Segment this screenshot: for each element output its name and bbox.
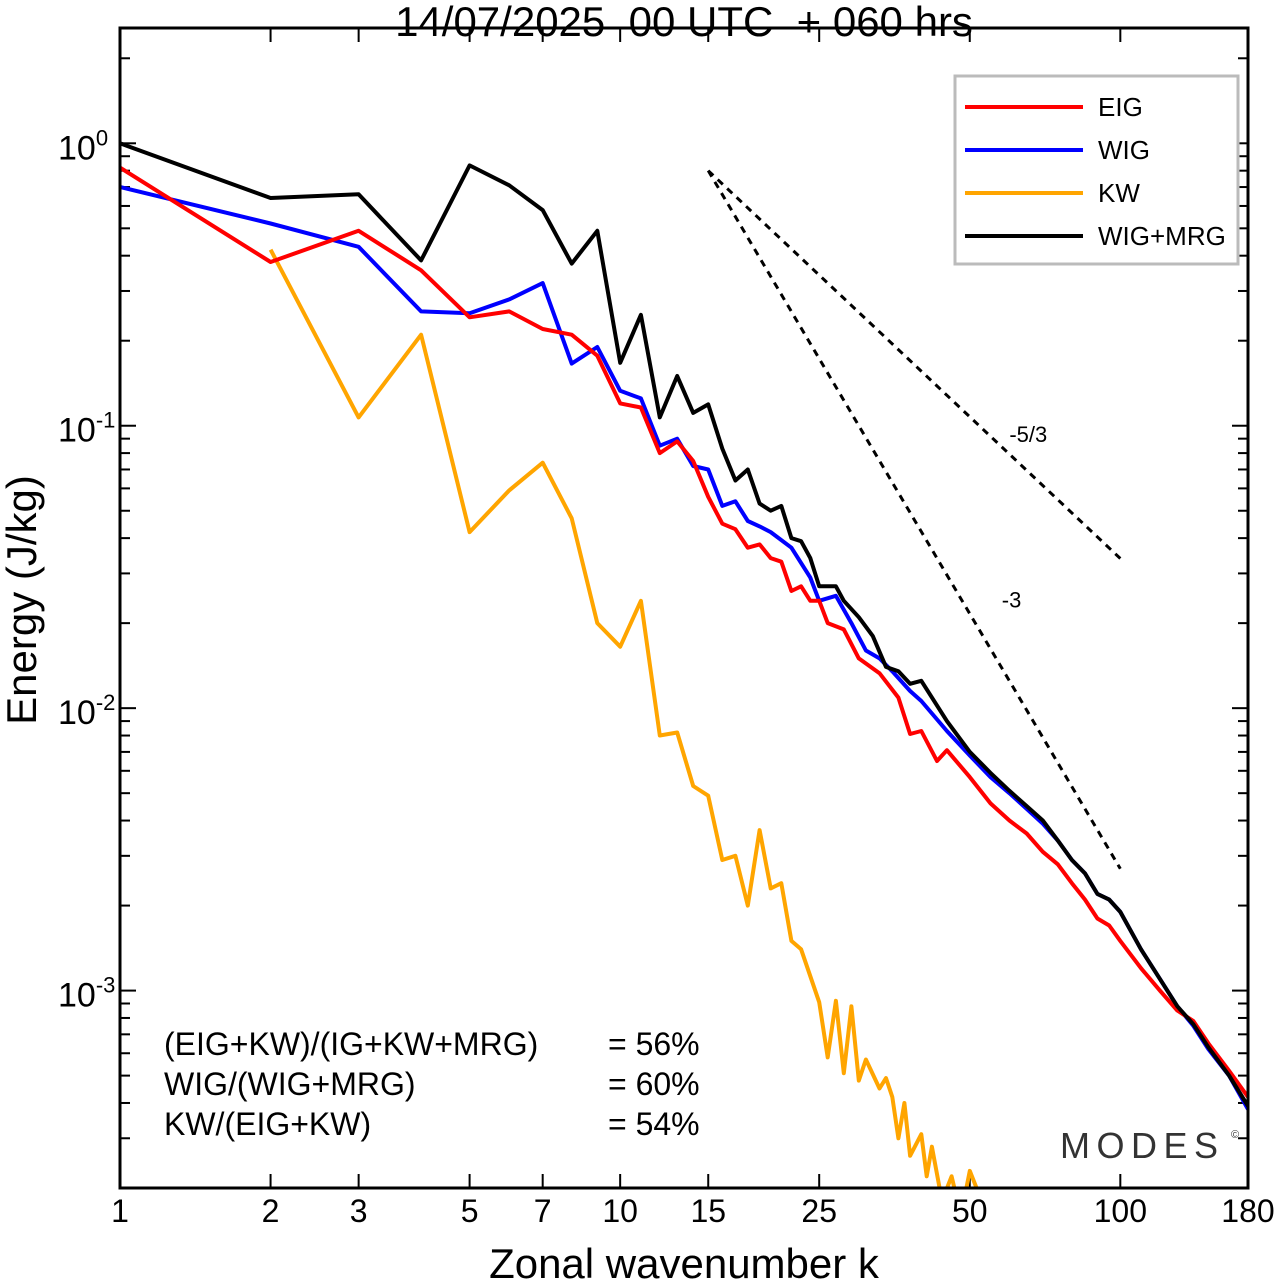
reference-slope-label: -5/3	[1009, 422, 1047, 447]
legend-label: KW	[1098, 178, 1140, 208]
y-tick-label: 10-2	[58, 690, 115, 732]
x-tick-label: 1	[111, 1193, 129, 1229]
reference-slope-label: -3	[1002, 588, 1022, 613]
x-tick-label: 25	[801, 1193, 837, 1229]
legend: EIG WIG KW WIG+MRG	[953, 74, 1240, 266]
legend-label: EIG	[1098, 92, 1143, 122]
reference-slope-line	[706, 169, 1122, 870]
reference-slope-line	[707, 169, 1122, 560]
x-tick-label: 5	[461, 1193, 479, 1229]
y-tick-label: 10-1	[58, 408, 115, 450]
ratio-value: = 56%	[608, 1026, 700, 1062]
ratio-value: = 60%	[608, 1066, 700, 1102]
x-tick-label: 180	[1221, 1193, 1274, 1229]
ratio-value: = 54%	[608, 1106, 700, 1142]
x-tick-label: 100	[1094, 1193, 1147, 1229]
series-line-wig	[120, 185, 1248, 1111]
x-tick-label: 3	[350, 1193, 368, 1229]
series-line-wig-mrg	[120, 141, 1248, 1108]
legend-label: WIG+MRG	[1098, 221, 1226, 251]
series-line-kw	[268, 248, 979, 1188]
series-line-eig	[120, 165, 1248, 1099]
y-tick-label: 100	[58, 125, 108, 167]
x-tick-label: 7	[534, 1193, 552, 1229]
x-tick-label: 2	[262, 1193, 280, 1229]
ratio-label: (EIG+KW)/(IG+KW+MRG)	[164, 1026, 538, 1062]
x-axis-label: Zonal wavenumber k	[489, 1240, 880, 1281]
chart-title: 14/07/2025 00 UTC + 060 hrs	[395, 0, 973, 45]
plot-frame	[118, 26, 1250, 1190]
ratio-label: KW/(EIG+KW)	[164, 1106, 371, 1142]
y-tick-label: 10-3	[58, 973, 115, 1015]
ratio-label: WIG/(WIG+MRG)	[164, 1066, 416, 1102]
y-axis-label: Energy (J/kg)	[0, 475, 45, 725]
x-tick-label: 50	[952, 1193, 988, 1229]
modes-watermark: MODES	[1060, 1125, 1218, 1166]
x-tick-label: 15	[690, 1193, 726, 1229]
x-tick-label: 10	[602, 1193, 638, 1229]
legend-label: WIG	[1098, 135, 1150, 165]
copyright-mark: ©	[1231, 1129, 1239, 1141]
